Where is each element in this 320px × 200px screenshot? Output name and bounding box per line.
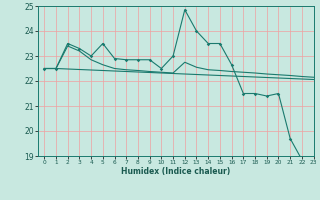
X-axis label: Humidex (Indice chaleur): Humidex (Indice chaleur) (121, 167, 231, 176)
